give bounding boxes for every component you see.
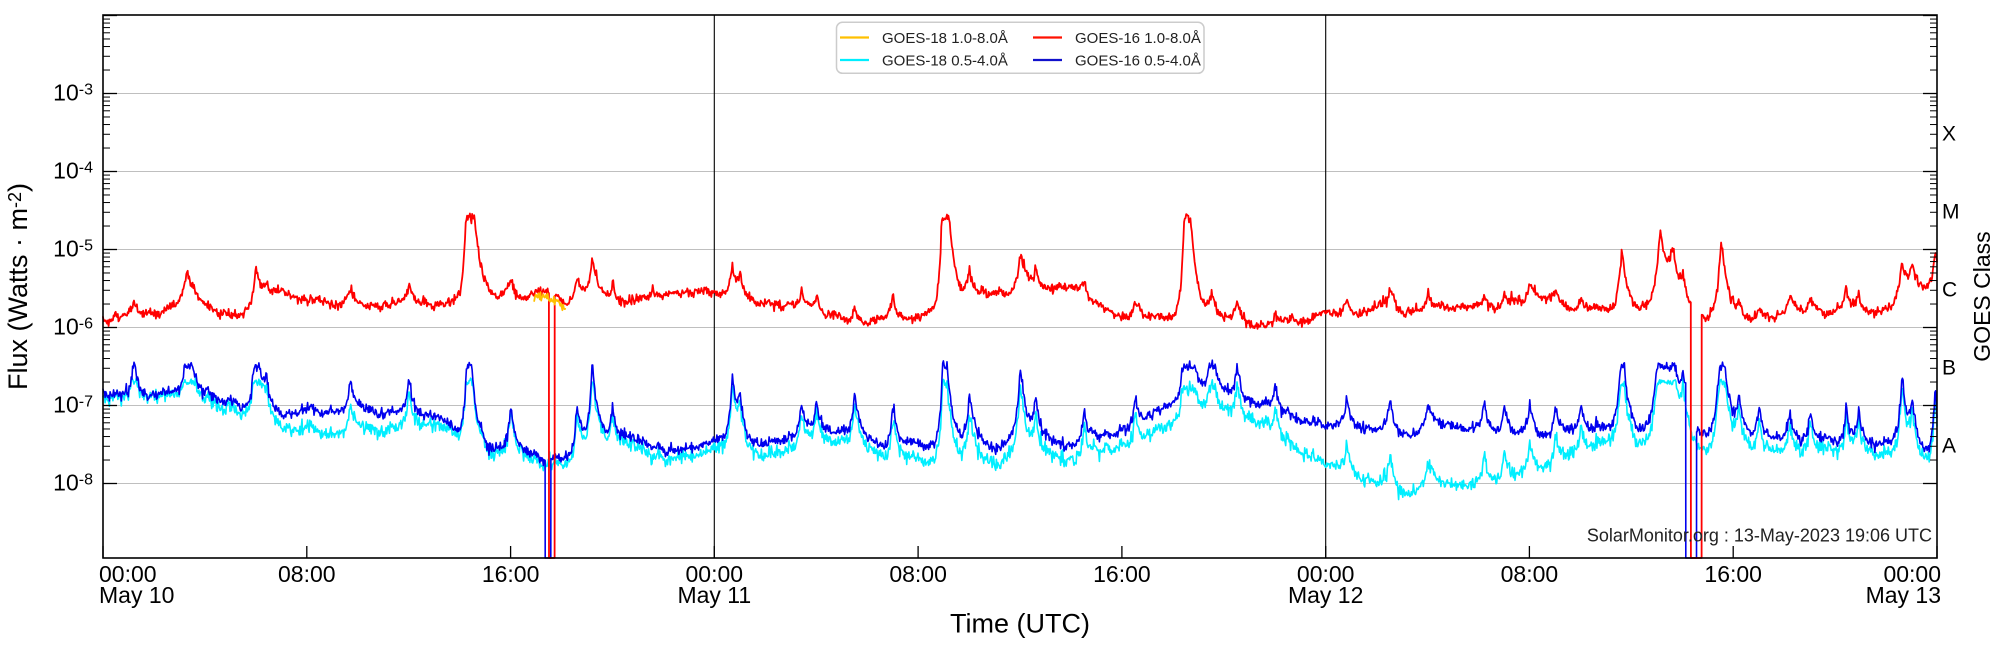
svg-text:B: B [1942,357,1956,380]
svg-text:M: M [1942,201,1960,224]
svg-text:May 12: May 12 [1288,582,1363,608]
svg-text:GOES Class: GOES Class [1969,231,1995,361]
svg-text:08:00: 08:00 [889,561,947,587]
svg-text:08:00: 08:00 [278,561,336,587]
svg-text:GOES-18 1.0-8.0Å: GOES-18 1.0-8.0Å [882,30,1008,47]
svg-text:16:00: 16:00 [1093,561,1151,587]
svg-text:Flux (Watts · m-2): Flux (Watts · m-2) [3,183,33,390]
svg-text:SolarMonitor.org : 13-May-2023: SolarMonitor.org : 13-May-2023 19:06 UTC [1587,525,1932,545]
svg-text:16:00: 16:00 [482,561,540,587]
svg-text:May 11: May 11 [677,582,751,608]
svg-text:May 10: May 10 [99,582,174,608]
svg-text:08:00: 08:00 [1501,561,1559,587]
svg-text:Time (UTC): Time (UTC) [950,609,1090,639]
svg-text:GOES-16 1.0-8.0Å: GOES-16 1.0-8.0Å [1075,30,1201,47]
svg-text:GOES-16 0.5-4.0Å: GOES-16 0.5-4.0Å [1075,53,1201,70]
svg-text:A: A [1942,435,1956,458]
svg-text:GOES-18 0.5-4.0Å: GOES-18 0.5-4.0Å [882,53,1008,70]
svg-text:16:00: 16:00 [1704,561,1762,587]
svg-text:X: X [1942,123,1956,146]
svg-text:May 13: May 13 [1866,582,1941,608]
svg-text:C: C [1942,279,1957,302]
